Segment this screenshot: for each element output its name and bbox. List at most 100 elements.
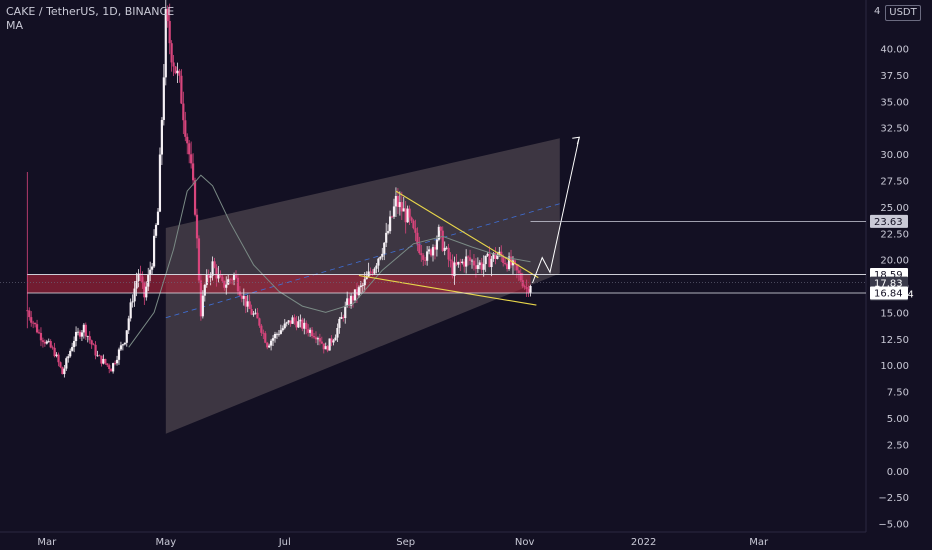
candle-body[interactable] bbox=[65, 358, 68, 369]
candle-body[interactable] bbox=[379, 256, 382, 259]
candle-body[interactable] bbox=[445, 247, 448, 249]
candle-body[interactable] bbox=[152, 235, 156, 267]
candle-body[interactable] bbox=[324, 346, 327, 350]
projection-arrow[interactable] bbox=[532, 137, 580, 284]
candle-body[interactable] bbox=[480, 262, 483, 270]
candle-body[interactable] bbox=[396, 196, 399, 208]
candle-body[interactable] bbox=[232, 274, 236, 280]
candle-body[interactable] bbox=[252, 313, 255, 315]
candle-body[interactable] bbox=[281, 328, 284, 331]
candle-body[interactable] bbox=[96, 355, 99, 357]
candle-body[interactable] bbox=[94, 344, 97, 356]
candle-body[interactable] bbox=[309, 329, 312, 333]
candle-body[interactable] bbox=[47, 341, 50, 342]
candle-body[interactable] bbox=[195, 214, 199, 239]
candle-body[interactable] bbox=[504, 262, 507, 265]
candle-body[interactable] bbox=[295, 321, 298, 328]
candle-body[interactable] bbox=[41, 340, 45, 342]
candle-body[interactable] bbox=[244, 295, 247, 307]
candle-body[interactable] bbox=[71, 347, 74, 351]
candle-body[interactable] bbox=[402, 208, 405, 212]
candle-body[interactable] bbox=[519, 272, 522, 281]
candle-body[interactable] bbox=[35, 324, 39, 333]
candle-body[interactable] bbox=[131, 301, 134, 303]
candle-body[interactable] bbox=[254, 312, 257, 314]
candle-body[interactable] bbox=[338, 318, 341, 328]
candle-body[interactable] bbox=[76, 331, 80, 333]
candle-body[interactable] bbox=[113, 363, 117, 364]
candle-body[interactable] bbox=[73, 341, 76, 348]
candle-body[interactable] bbox=[45, 341, 48, 344]
candle-body[interactable] bbox=[80, 332, 84, 337]
candle-body[interactable] bbox=[305, 322, 308, 330]
candle-body[interactable] bbox=[435, 239, 439, 250]
candle-body[interactable] bbox=[184, 120, 187, 137]
candle-body[interactable] bbox=[125, 330, 128, 343]
candle-body[interactable] bbox=[486, 253, 489, 256]
candle-body[interactable] bbox=[297, 321, 300, 328]
candle-body[interactable] bbox=[457, 261, 460, 265]
candle-body[interactable] bbox=[482, 264, 485, 270]
candle-body[interactable] bbox=[488, 253, 491, 268]
candle-body[interactable] bbox=[348, 298, 351, 306]
candle-body[interactable] bbox=[229, 279, 232, 281]
candle-body[interactable] bbox=[100, 355, 103, 364]
candle-body[interactable] bbox=[353, 289, 357, 301]
candle-body[interactable] bbox=[32, 322, 35, 324]
candle-body[interactable] bbox=[115, 359, 119, 364]
candle-body[interactable] bbox=[207, 274, 210, 278]
candle-body[interactable] bbox=[37, 332, 41, 334]
candle-body[interactable] bbox=[441, 230, 444, 251]
candle-body[interactable] bbox=[137, 273, 140, 281]
candle-body[interactable] bbox=[69, 350, 72, 357]
candle-body[interactable] bbox=[51, 347, 54, 349]
candle-body[interactable] bbox=[320, 341, 323, 344]
candle-body[interactable] bbox=[404, 208, 407, 223]
candle-body[interactable] bbox=[133, 288, 136, 302]
candle-body[interactable] bbox=[293, 317, 296, 322]
candle-body[interactable] bbox=[336, 327, 339, 338]
candle-body[interactable] bbox=[78, 331, 82, 337]
candle-body[interactable] bbox=[90, 340, 93, 345]
candle-body[interactable] bbox=[123, 342, 126, 345]
candle-body[interactable] bbox=[367, 271, 370, 277]
candle-body[interactable] bbox=[385, 232, 388, 243]
candle-body[interactable] bbox=[289, 320, 292, 324]
candle-body[interactable] bbox=[221, 276, 224, 281]
candle-body[interactable] bbox=[248, 301, 251, 309]
candle-body[interactable] bbox=[359, 285, 362, 288]
candle-body[interactable] bbox=[30, 317, 33, 323]
candle-body[interactable] bbox=[330, 338, 333, 343]
candle-body[interactable] bbox=[182, 103, 185, 121]
candle-body[interactable] bbox=[328, 338, 331, 351]
candle-body[interactable] bbox=[246, 301, 249, 307]
candle-body[interactable] bbox=[176, 70, 179, 74]
candle-body[interactable] bbox=[375, 265, 378, 269]
candle-body[interactable] bbox=[334, 337, 337, 341]
candle-body[interactable] bbox=[256, 312, 259, 319]
candle-body[interactable] bbox=[410, 217, 413, 221]
candle-body[interactable] bbox=[515, 264, 518, 271]
candle-body[interactable] bbox=[346, 298, 349, 306]
candle-body[interactable] bbox=[104, 358, 107, 364]
candle-body[interactable] bbox=[303, 322, 306, 329]
candle-body[interactable] bbox=[156, 211, 160, 225]
candle-body[interactable] bbox=[459, 261, 462, 264]
candle-body[interactable] bbox=[86, 336, 89, 338]
candle-body[interactable] bbox=[443, 247, 446, 251]
candle-body[interactable] bbox=[193, 180, 197, 215]
symbol-title[interactable]: CAKE / TetherUS, 1D, BINANCE bbox=[6, 5, 175, 18]
candle-body[interactable] bbox=[357, 287, 360, 296]
candle-body[interactable] bbox=[342, 316, 345, 319]
candle-body[interactable] bbox=[102, 358, 105, 364]
candle-body[interactable] bbox=[279, 330, 282, 334]
candle-body[interactable] bbox=[322, 343, 325, 350]
candle-body[interactable] bbox=[227, 279, 230, 285]
candle-body[interactable] bbox=[429, 249, 433, 256]
candle-body[interactable] bbox=[258, 318, 261, 326]
candle-body[interactable] bbox=[88, 336, 91, 341]
candle-body[interactable] bbox=[500, 251, 503, 257]
candle-body[interactable] bbox=[186, 136, 189, 144]
candle-body[interactable] bbox=[271, 338, 275, 341]
candle-body[interactable] bbox=[371, 272, 374, 274]
